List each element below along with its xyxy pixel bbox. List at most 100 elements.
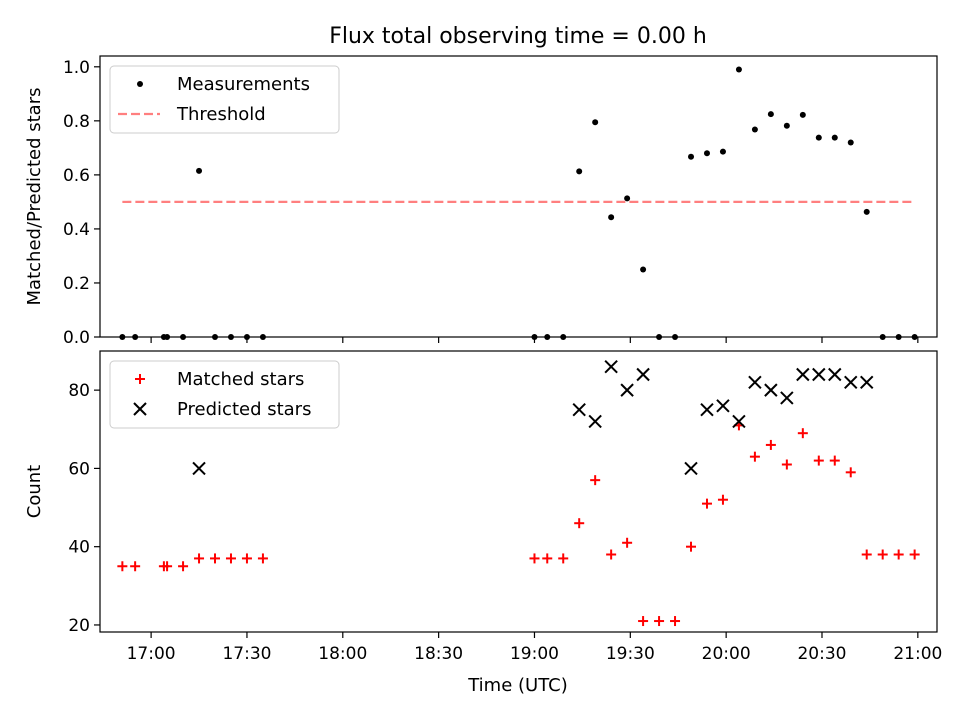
x-tick-label: 20:30	[797, 644, 846, 664]
measurement-point	[180, 334, 187, 340]
measurement-point	[783, 122, 790, 129]
measurement-point	[212, 334, 219, 340]
measurement-point	[831, 134, 838, 141]
measurement-point	[164, 334, 171, 340]
predicted-stars-marker	[748, 375, 762, 390]
y-tick-label: 0.2	[63, 274, 90, 294]
x-tick-label: 19:00	[510, 644, 559, 664]
legend-box	[109, 360, 340, 429]
matched-stars-marker	[622, 537, 633, 548]
measurement-point	[847, 139, 854, 146]
legend-label: Predicted stars	[177, 399, 311, 420]
measurement-point	[243, 334, 250, 340]
predicted-stars-marker	[764, 383, 778, 397]
measurement-point	[576, 168, 583, 175]
measurement-point	[656, 334, 663, 340]
y-tick-label: 0.4	[63, 220, 90, 240]
matched-stars-marker	[130, 561, 141, 572]
predicted-stars-marker	[716, 399, 730, 413]
measurement-point	[640, 266, 647, 273]
matched-stars-marker	[717, 494, 728, 505]
measurement-point	[196, 167, 203, 174]
legend-label: Threshold	[176, 104, 266, 125]
x-tick-label: 18:00	[318, 644, 367, 664]
matched-stars-marker	[558, 553, 569, 564]
axes-frame	[99, 55, 938, 338]
matched-stars-marker	[529, 553, 540, 564]
matched-stars-marker	[781, 459, 792, 470]
legend-box	[109, 65, 340, 134]
measurement-point	[911, 334, 918, 340]
measurement-point	[703, 150, 710, 157]
measurement-point	[560, 334, 567, 340]
matched-stars-marker	[909, 549, 920, 560]
matched-stars-marker	[701, 498, 712, 509]
measurement-point	[624, 195, 631, 202]
predicted-stars-marker	[732, 414, 746, 429]
matched-stars-marker	[210, 553, 221, 564]
matched-stars-marker	[241, 553, 252, 564]
measurement-point	[767, 111, 774, 118]
legend-label: Matched stars	[177, 369, 304, 390]
matched-stars-marker	[877, 549, 888, 560]
x-tick-label: 17:00	[127, 644, 176, 664]
measurement-point	[719, 148, 726, 155]
x-tick-label: 21:00	[893, 644, 942, 664]
matched-stars-marker	[257, 553, 268, 564]
matched-stars-marker	[117, 561, 128, 572]
matched-stars-marker	[861, 549, 872, 560]
measurement-point	[815, 134, 822, 141]
legend-label: Measurements	[177, 74, 310, 95]
predicted-stars-marker	[860, 375, 874, 390]
y-tick-label: 0.0	[63, 328, 90, 348]
measurement-point	[688, 153, 695, 160]
measurement-point	[608, 214, 615, 221]
predicted-stars-marker	[684, 461, 698, 476]
legend-plus-swatch	[135, 374, 145, 384]
measurement-point	[895, 334, 902, 340]
predicted-stars-marker	[780, 391, 794, 405]
predicted-stars-marker	[700, 402, 714, 417]
measurement-point	[544, 334, 551, 340]
legend: Matched stars Predicted stars	[109, 360, 340, 429]
matched-stars-marker	[845, 467, 856, 478]
y-tick-label: 1.0	[63, 58, 90, 78]
measurement-point	[735, 66, 742, 73]
bottom-panel-counts: 20 40 60 80 17:00 17:30 18:00 18:30 19:00 19:30 20…	[24, 350, 942, 664]
matched-stars-marker	[194, 553, 205, 564]
y-axis-label: Matched/Predicted stars	[24, 88, 45, 306]
y-tick-label: 20	[68, 616, 90, 636]
x-tick-label: 17:30	[222, 644, 271, 664]
figure-title: Flux total observing time = 0.00 h	[329, 24, 707, 49]
predicted-stars-marker	[812, 367, 826, 382]
measurement-point	[259, 334, 266, 340]
matched-stars-marker	[765, 439, 776, 450]
measurement-point	[592, 119, 599, 126]
predicted-stars-marker	[828, 367, 842, 382]
measurement-point	[132, 334, 139, 340]
matched-stars-marker	[574, 518, 585, 529]
matched-stars-marker	[606, 549, 617, 560]
matched-stars-marker	[797, 428, 808, 439]
matched-stars-marker	[542, 553, 553, 564]
measurement-point	[879, 334, 886, 340]
predicted-stars-marker	[796, 367, 810, 382]
predicted-stars-marker	[844, 375, 858, 390]
measurement-point	[531, 334, 538, 340]
y-axis-label: Count	[24, 465, 45, 518]
predicted-stars-marker	[620, 383, 634, 397]
x-tick-label: 20:00	[702, 644, 751, 664]
measurement-point	[751, 126, 758, 133]
legend: Measurements Threshold	[109, 65, 340, 134]
measurement-point	[227, 334, 234, 340]
legend-x-swatch	[133, 402, 147, 416]
y-tick-label: 0.8	[63, 112, 90, 132]
x-tick-label: 18:30	[414, 644, 463, 664]
measurement-point	[799, 111, 806, 118]
predicted-stars-marker	[192, 461, 206, 476]
axes-frame	[99, 350, 938, 633]
matched-stars-marker	[162, 561, 173, 572]
matched-stars-marker	[638, 616, 649, 627]
y-tick-label: 0.6	[63, 166, 90, 186]
